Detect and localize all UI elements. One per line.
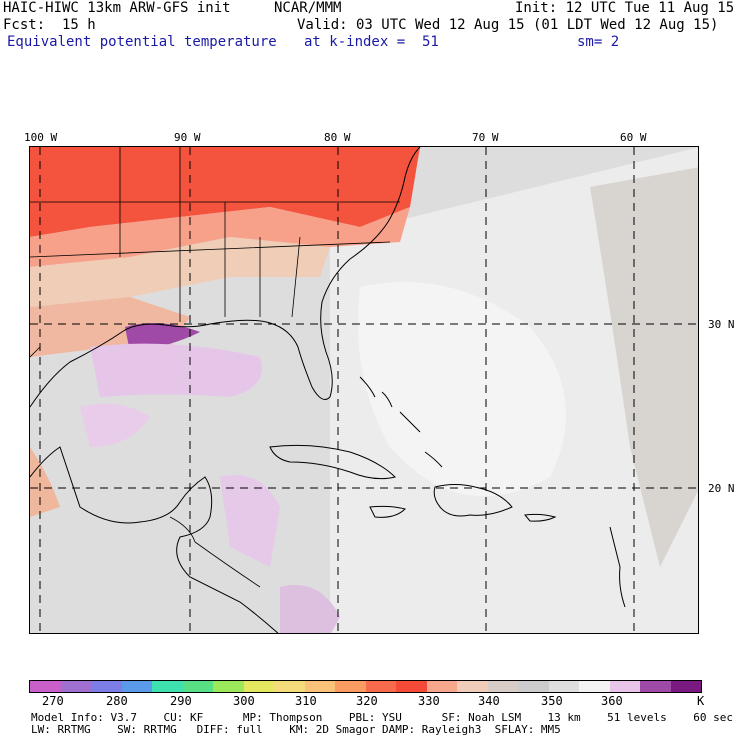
caribbean-moist-region: [220, 475, 280, 567]
mexico-coast-region: [30, 447, 60, 517]
colorbar-swatch: [213, 681, 244, 692]
lon-label-70w: 70 W: [472, 131, 499, 144]
colorbar-label-270: 270: [42, 694, 64, 708]
colorbar-label-290: 290: [170, 694, 192, 708]
map-canvas: [30, 147, 698, 633]
colorbar-swatch: [304, 681, 335, 692]
colorbar-label-350: 350: [541, 694, 563, 708]
gulf-moist-region-west: [80, 403, 150, 447]
graticule: [30, 147, 698, 633]
colorbar-swatch: [548, 681, 579, 692]
level-info: at k-index = 51: [304, 34, 439, 50]
colorbar-swatch: [609, 681, 640, 692]
theta-e-map: [29, 146, 699, 634]
moderate-theta-e-region: [30, 207, 410, 267]
colorbar-swatch: [182, 681, 213, 692]
colorbar-label-340: 340: [478, 694, 500, 708]
colorbar: [29, 680, 702, 693]
lat-label-30n: 30 N: [708, 318, 735, 331]
field-name: Equivalent potential temperature: [7, 34, 277, 50]
colorbar-swatch: [335, 681, 366, 692]
lon-label-80w: 80 W: [324, 131, 351, 144]
colorbar-label-300: 300: [233, 694, 255, 708]
warm-sector-field: [358, 282, 566, 497]
colorbar-label-310: 310: [295, 694, 317, 708]
colorbar-swatch: [152, 681, 183, 692]
forecast-hour: Fcst: 15 h: [3, 17, 96, 33]
lon-label-90w: 90 W: [174, 131, 201, 144]
gulf-moist-region: [90, 343, 262, 397]
valid-time: Valid: 03 UTC Wed 12 Aug 15 (01 LDT Wed …: [297, 17, 719, 33]
model-info-line1: Model Info: V3.7 CU: KF MP: Thompson PBL…: [31, 711, 733, 724]
colorbar-swatch: [30, 681, 61, 692]
init-time: Init: 12 UTC Tue 11 Aug 15: [515, 0, 735, 16]
colorbar-swatch: [91, 681, 122, 692]
lon-label-100w: 100 W: [24, 131, 58, 144]
colorbar-swatch: [243, 681, 274, 692]
colorbar-swatch: [274, 681, 305, 692]
colorbar-swatch: [579, 681, 610, 692]
colorbar-swatch: [640, 681, 671, 692]
colorbar-label-320: 320: [356, 694, 378, 708]
colorbar-swatch: [365, 681, 396, 692]
east-band-field: [590, 167, 698, 567]
lon-label-60w: 60 W: [620, 131, 647, 144]
colorbar-label-360: 360: [601, 694, 623, 708]
model-title: HAIC-HIWC 13km ARW-GFS init: [3, 0, 231, 16]
colorbar-swatch: [121, 681, 152, 692]
colorbar-unit: K: [697, 694, 705, 708]
model-info-line2: LW: RRTMG SW: RRTMG DIFF: full KM: 2D Sm…: [31, 723, 561, 736]
colorbar-swatch: [426, 681, 457, 692]
colorbar-swatch: [457, 681, 488, 692]
colorbar-swatch: [60, 681, 91, 692]
colorbar-swatch: [396, 681, 427, 692]
smoothing-info: sm= 2: [577, 34, 620, 50]
high-theta-e-region: [30, 147, 420, 237]
central-america-moist-region: [280, 585, 340, 633]
colorbar-label-330: 330: [418, 694, 440, 708]
political-borders: [30, 147, 400, 588]
coastlines: [30, 147, 626, 633]
colorbar-swatch: [487, 681, 518, 692]
colorbar-swatch: [670, 681, 701, 692]
lat-label-20n: 20 N: [708, 482, 735, 495]
colorbar-swatch: [518, 681, 549, 692]
colorbar-label-280: 280: [106, 694, 128, 708]
ncar-label: NCAR/MMM: [274, 0, 342, 16]
